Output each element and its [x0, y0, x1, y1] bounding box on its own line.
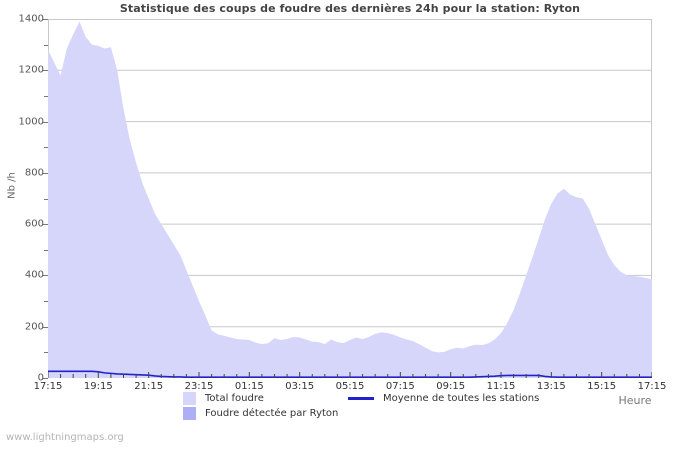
y-tick-label: 0: [37, 372, 44, 384]
legend-swatch-total-foudre: [183, 392, 196, 405]
y-tick-major: [43, 121, 48, 123]
y-tick-label: 1200: [18, 64, 44, 76]
legend-line-moyenne-stations: [348, 397, 374, 400]
x-tick-label: 11:15: [486, 381, 516, 392]
y-tick-label: 400: [24, 269, 44, 281]
x-tick-label: 17:15: [33, 381, 63, 392]
chart-legend: Total foudre Foudre détectée par Ryton M…: [0, 392, 700, 430]
y-tick-major: [43, 19, 48, 20]
x-axis-tick-marks: [48, 372, 652, 378]
y-tick-label: 200: [24, 321, 44, 333]
x-axis-labels: 17:15 19:15 21:15 23:15 01:15 03:15 05:15 07:15…: [0, 381, 700, 401]
y-tick-major: [43, 326, 48, 328]
y-tick-major: [43, 378, 48, 379]
legend-label-foudre-ryton: Foudre détectée par Ryton: [205, 408, 339, 419]
x-tick-label: 05:15: [335, 381, 365, 392]
y-tick-minor: [44, 44, 48, 46]
y-tick-major: [43, 224, 48, 226]
x-tick-label: 13:15: [536, 381, 566, 392]
y-tick-minor: [44, 301, 48, 303]
y-tick-label: 1000: [18, 116, 44, 128]
area-series-0: [48, 21, 652, 378]
x-tick-label: 15:15: [587, 381, 617, 392]
x-tick-label: 23:15: [184, 381, 214, 392]
x-axis-title: Heure: [618, 394, 652, 407]
x-tick-label: 07:15: [385, 381, 415, 392]
series-layer: [48, 21, 652, 378]
legend-item-foudre-ryton: Foudre détectée par Ryton: [183, 407, 338, 420]
chart-title: Statistique des coups de foudre des dern…: [119, 2, 581, 15]
x-tick-label: 03:15: [285, 381, 315, 392]
plot-canvas: [48, 21, 652, 378]
y-tick-minor: [44, 95, 48, 97]
y-tick-minor: [44, 352, 48, 354]
y-tick-minor: [44, 147, 48, 149]
legend-item-moyenne-stations: Moyenne de toutes les stations: [348, 392, 539, 405]
y-tick-label: 600: [24, 218, 44, 230]
legend-label-total-foudre: Total foudre: [205, 393, 264, 404]
y-axis: Nb /h 0 200 400 600 800 1000 1200 1400: [0, 0, 48, 450]
x-tick-label: 21:15: [134, 381, 164, 392]
y-axis-title: Nb /h: [6, 172, 18, 199]
watermark: www.lightningmaps.org: [6, 432, 124, 443]
legend-item-total-foudre: Total foudre: [183, 392, 264, 405]
legend-label-moyenne-stations: Moyenne de toutes les stations: [383, 393, 540, 404]
y-tick-label: 1400: [18, 13, 44, 25]
y-tick-major: [43, 70, 48, 72]
y-tick-minor: [44, 198, 48, 200]
y-tick-major: [43, 275, 48, 277]
y-tick-minor: [44, 249, 48, 251]
x-tick-label: 17:15: [637, 381, 667, 392]
y-tick-major: [43, 172, 48, 174]
y-tick-label: 800: [24, 167, 44, 179]
x-tick-label: 01:15: [234, 381, 264, 392]
x-tick-label: 19:15: [83, 381, 113, 392]
legend-swatch-foudre-ryton: [183, 407, 196, 420]
x-tick-label: 09:15: [436, 381, 466, 392]
